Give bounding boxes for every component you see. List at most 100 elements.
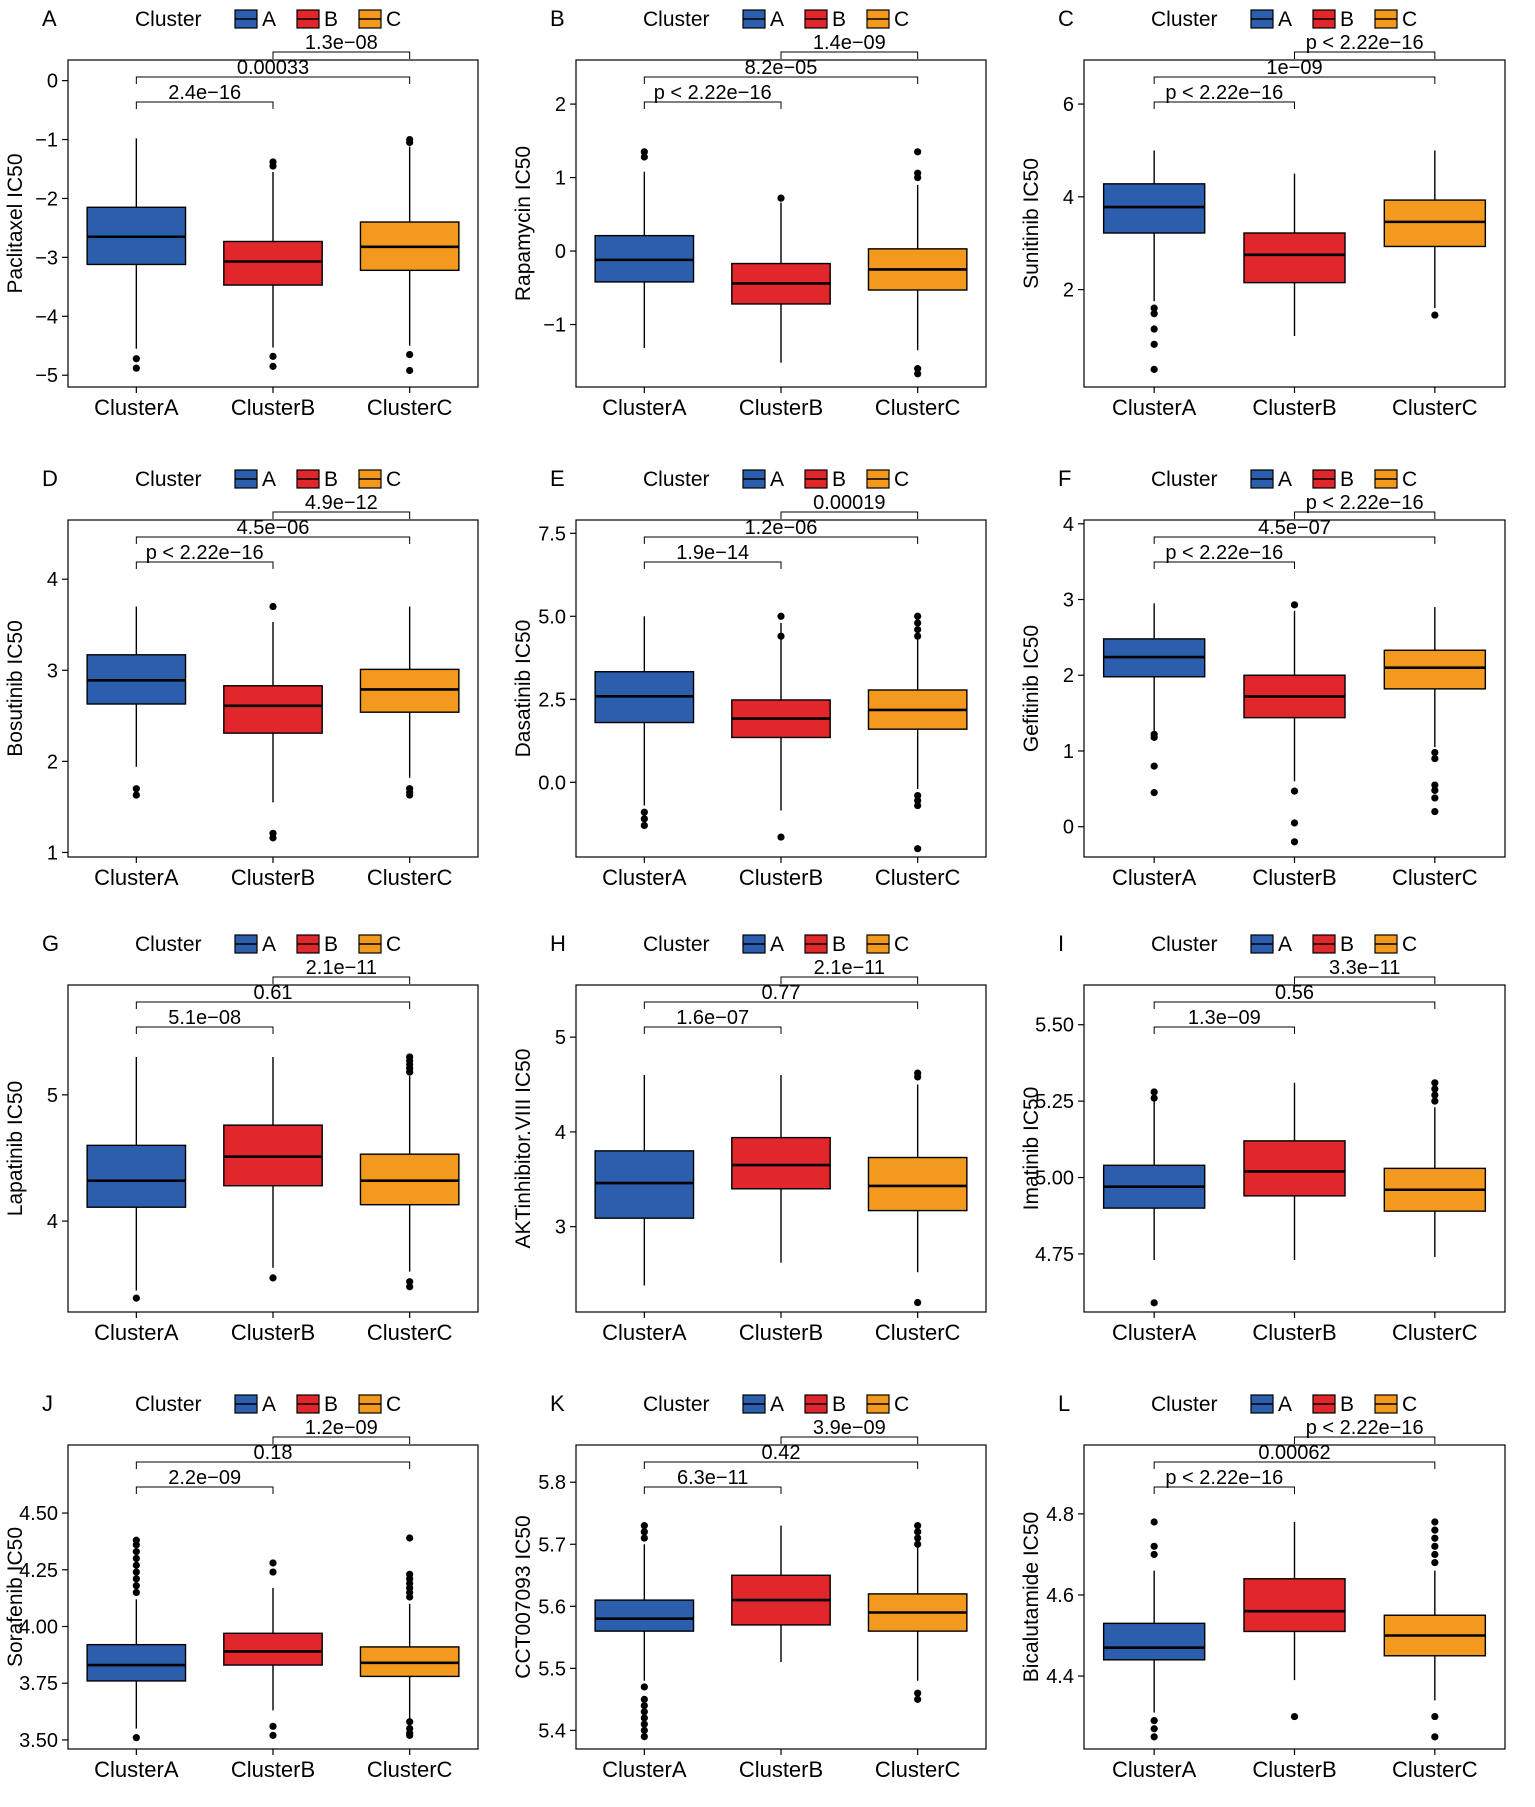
- comparison-bracket: 3.9e−09: [780, 1417, 919, 1444]
- comparison-bracket: 2.1e−11: [272, 957, 411, 984]
- comparison-bracket: 0.77: [643, 982, 919, 1009]
- y-axis-label: Bicalutamide IC50: [1020, 1512, 1043, 1682]
- box-body: [86, 1144, 187, 1208]
- bracket-line: [272, 511, 411, 519]
- outlier-point: [914, 801, 922, 810]
- outlier-point: [132, 1734, 140, 1742]
- legend: Cluster A B C: [643, 468, 909, 491]
- box-clusterb: [1243, 1082, 1346, 1261]
- comparison-bracket: p < 2.22e−16: [643, 82, 782, 109]
- legend-label-b: B: [324, 933, 338, 956]
- outlier-point: [914, 791, 922, 800]
- outlier-point: [269, 1559, 277, 1567]
- comparison-bracket: 1.4e−09: [780, 32, 919, 59]
- outlier-point: [1431, 311, 1439, 319]
- legend-label-a: A: [770, 1393, 784, 1416]
- bracket-line: [780, 511, 919, 519]
- legend-label-a: A: [1278, 933, 1292, 956]
- comparison-bracket: 4.5e−06: [135, 517, 411, 544]
- outlier-point: [1150, 1542, 1158, 1550]
- box-clustera: [1102, 1518, 1206, 1741]
- y-tick-label: −4: [35, 306, 58, 328]
- bracket-line: [272, 1436, 411, 1444]
- outlier-point: [269, 834, 277, 842]
- p-value-label: p < 2.22e−16: [1306, 32, 1424, 54]
- box-body: [867, 1156, 968, 1212]
- y-axis-label: Rapamycin IC50: [512, 146, 535, 301]
- y-tick-label: 2: [47, 751, 58, 773]
- outlier-point: [1150, 1094, 1158, 1102]
- legend-label-a: A: [770, 468, 784, 491]
- y-axis-label: AKTinhibitor.VIII IC50: [512, 1049, 535, 1249]
- p-value-label: 0.56: [1275, 982, 1314, 1004]
- outlier-point: [1431, 1526, 1439, 1534]
- legend-label-c: C: [1402, 933, 1417, 956]
- legend-title: Cluster: [643, 933, 710, 956]
- panel-letter: B: [550, 6, 565, 31]
- p-value-label: p < 2.22e−16: [1165, 542, 1283, 564]
- panel-letter: K: [550, 1391, 565, 1416]
- outlier-point: [914, 1534, 922, 1542]
- bracket-line: [1153, 101, 1295, 109]
- x-tick-label: ClusterB: [1252, 395, 1336, 420]
- comparison-bracket: 0.56: [1153, 982, 1436, 1009]
- legend-label-a: A: [262, 933, 276, 956]
- y-tick-label: 5.25: [1035, 1091, 1074, 1113]
- legend-title: Cluster: [1151, 468, 1218, 491]
- legend-label-a: A: [770, 8, 784, 31]
- outlier-point: [640, 148, 648, 156]
- outlier-point: [1431, 1079, 1439, 1087]
- x-tick-label: ClusterB: [739, 1757, 823, 1782]
- outlier-point: [1150, 1550, 1158, 1559]
- bracket-line: [1153, 1486, 1295, 1494]
- box-clustera: [594, 1522, 695, 1741]
- legend-label-b: B: [1340, 933, 1354, 956]
- bracket-line: [1153, 1001, 1436, 1009]
- y-axis-label: CCT007093 IC50: [512, 1515, 535, 1678]
- x-tick-label: ClusterA: [1112, 1320, 1197, 1345]
- panel-letter: L: [1058, 1391, 1070, 1416]
- y-tick-label: 1: [1063, 741, 1074, 763]
- outlier-point: [1431, 1542, 1439, 1550]
- panel-letter: I: [1058, 931, 1064, 956]
- box-clusterc: [359, 1534, 460, 1739]
- comparison-bracket: p < 2.22e−16: [1153, 1467, 1295, 1494]
- y-tick-label: 5.50: [1035, 1015, 1074, 1037]
- outlier-point: [640, 153, 648, 161]
- box-clusterb: [731, 612, 831, 841]
- outlier-point: [914, 370, 922, 378]
- box-clusterc: [1383, 1518, 1487, 1741]
- outlier-point: [269, 1274, 277, 1282]
- y-tick-label: 4: [555, 1122, 566, 1144]
- bracket-line: [135, 101, 274, 109]
- box-clusterb: [731, 1075, 831, 1263]
- outlier-point: [269, 162, 277, 170]
- legend: Cluster A B C: [135, 933, 401, 956]
- outlier-point: [640, 1726, 648, 1734]
- box-body: [1243, 1578, 1346, 1633]
- box-body: [223, 1632, 323, 1666]
- box-body: [359, 668, 460, 713]
- box-body: [594, 1599, 695, 1632]
- outlier-point: [406, 138, 414, 147]
- outlier-point: [914, 1540, 922, 1548]
- y-axis-label: Lapatinib IC50: [4, 1081, 27, 1216]
- bracket-line: [1153, 1461, 1436, 1469]
- comparison-bracket: p < 2.22e−16: [1294, 492, 1436, 519]
- bracket-line: [135, 1026, 274, 1034]
- box-clusterc: [359, 135, 460, 375]
- x-tick-label: ClusterB: [739, 395, 823, 420]
- legend: Cluster A B C: [1151, 1393, 1417, 1416]
- y-tick-label: 5.8: [538, 1472, 566, 1494]
- y-tick-label: −5: [35, 365, 58, 387]
- comparison-bracket: 1.2e−06: [643, 517, 919, 544]
- legend-label-a: A: [770, 933, 784, 956]
- box-clustera: [86, 1056, 187, 1302]
- box-clusterc: [867, 612, 968, 853]
- p-value-label: p < 2.22e−16: [1306, 492, 1424, 514]
- p-value-label: 2.4e−16: [168, 82, 241, 104]
- legend-title: Cluster: [1151, 8, 1218, 31]
